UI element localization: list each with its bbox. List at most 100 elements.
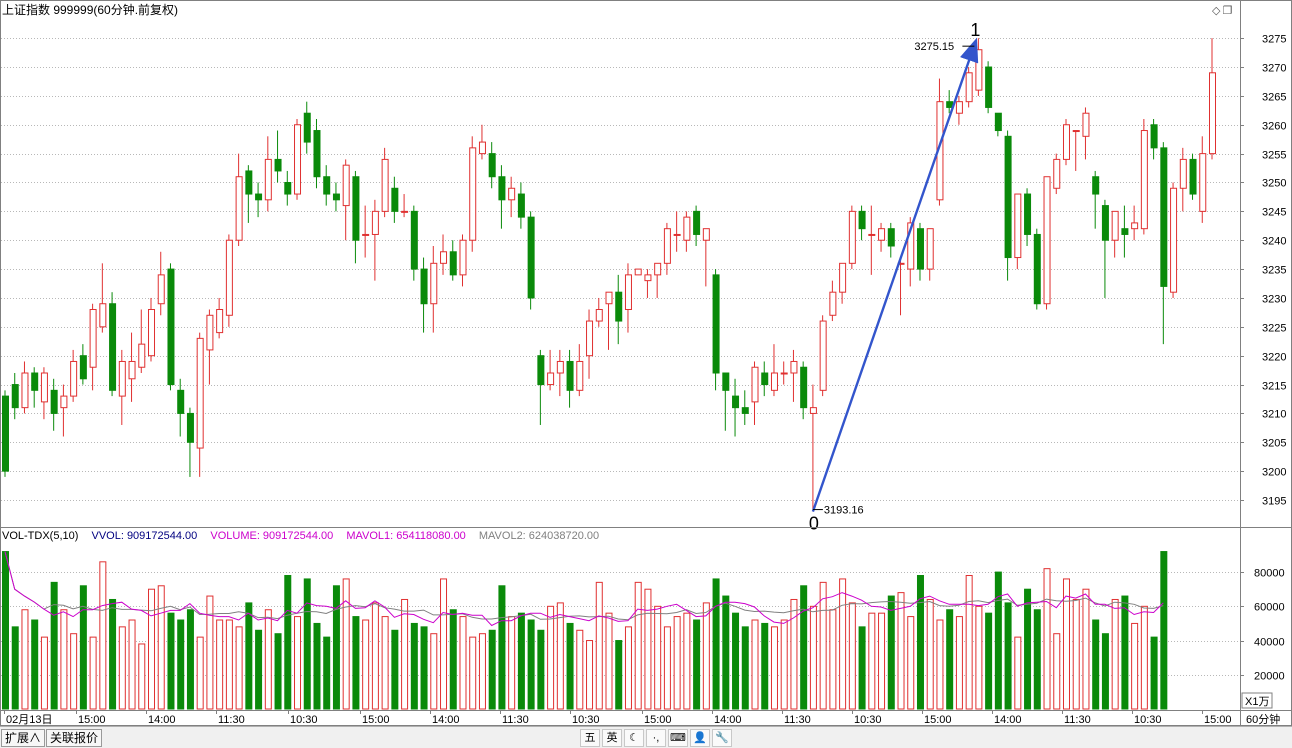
candle-body-down — [186, 412, 194, 443]
candle-body-up — [196, 337, 204, 449]
volume-bar-up — [586, 640, 594, 710]
candle-body-up — [70, 360, 78, 397]
candle — [274, 130, 282, 183]
volume-bar-down — [50, 581, 58, 710]
candle — [985, 61, 993, 114]
volume-bar-up — [790, 598, 798, 710]
candle-body-up — [644, 274, 652, 282]
candle — [216, 297, 224, 339]
volume-bar-up — [362, 619, 370, 710]
time-tick-label: 10:30 — [290, 714, 318, 726]
volume-bars[interactable] — [2, 551, 1168, 710]
candle — [829, 280, 837, 322]
candle-body-down — [1121, 228, 1129, 235]
candle — [381, 147, 389, 218]
volume-bar-down — [410, 622, 418, 710]
volume-bar-up — [60, 609, 68, 710]
price-tick-label: 3235 — [1262, 265, 1286, 277]
candle-body-up — [624, 274, 632, 311]
volume-bar-up — [1111, 598, 1119, 710]
volume-bar-up — [138, 643, 146, 710]
candle — [1062, 118, 1070, 166]
candle-body-up — [907, 222, 915, 270]
candle-body-down — [50, 389, 58, 414]
candle — [128, 332, 136, 402]
volume-bar-up — [118, 626, 126, 710]
ime-moon-icon[interactable]: ☾ — [624, 729, 644, 747]
candle — [780, 361, 788, 385]
price-tick-label: 3195 — [1262, 496, 1286, 508]
candle-body-up — [702, 228, 710, 241]
candle-body-down — [1189, 158, 1197, 195]
volume-bar-down — [323, 636, 331, 710]
volume-bar-up — [1053, 633, 1061, 710]
candle-body-down — [313, 130, 321, 178]
candle — [186, 407, 194, 477]
ime-user-icon[interactable]: 👤 — [690, 729, 710, 747]
candle-body-up — [1131, 222, 1139, 230]
volume-bar-up — [965, 575, 973, 710]
candle — [809, 384, 817, 512]
candle-body-down — [1160, 147, 1168, 287]
ime-wrench-icon[interactable]: 🔧 — [712, 729, 732, 747]
volume-bar-up — [634, 581, 642, 710]
candle — [868, 205, 876, 275]
volume-bar-down — [109, 598, 117, 710]
ime-english-icon[interactable]: 英 — [602, 729, 622, 747]
candle-body-up — [128, 360, 136, 380]
volume-tick-label: 80000 — [1254, 568, 1285, 580]
candle-body-up — [751, 366, 759, 403]
diamond-icon[interactable]: ◇ — [1212, 5, 1223, 17]
candle — [167, 263, 175, 391]
vvol-value: VVOL: 909172544.00 — [91, 530, 198, 542]
ime-wubi-icon[interactable]: 五 — [580, 729, 600, 747]
candle — [547, 349, 555, 391]
restore-window-icon[interactable]: ❐ — [1222, 5, 1235, 17]
ime-keyboard-icon[interactable]: ⌨ — [668, 729, 688, 747]
volume-bar-down — [517, 612, 525, 710]
candle-body-up — [294, 124, 302, 195]
candle-body-up — [508, 187, 516, 201]
candle — [732, 378, 740, 437]
ime-punctuation-icon[interactable]: ·, — [646, 729, 666, 747]
volume-bar-up — [89, 636, 97, 710]
related-quotes-tab[interactable]: 关联报价 — [46, 729, 103, 747]
volume-bar-down — [1101, 633, 1109, 710]
volume-bar-up — [157, 585, 165, 710]
candle — [245, 165, 253, 223]
time-tick-label: 15:00 — [1204, 714, 1232, 726]
candle — [722, 372, 730, 431]
candle — [371, 199, 379, 281]
volume-bar-down — [916, 575, 924, 710]
volume-bar-down — [1004, 602, 1012, 710]
volume-bar-down — [1150, 636, 1158, 710]
volume-bar-up — [1043, 568, 1051, 710]
time-tick-label: 11:30 — [1064, 714, 1091, 726]
expand-tab[interactable]: 扩展∧ — [1, 729, 46, 747]
vol-indicator-name[interactable]: VOL-TDX(5,10) — [2, 530, 79, 542]
candle — [878, 222, 886, 252]
candle-body-up — [60, 395, 68, 409]
candle-body-down — [274, 158, 282, 172]
candle-body-down — [517, 193, 525, 218]
time-tick-label: 10:30 — [854, 714, 882, 726]
volume-bar-down — [79, 585, 87, 710]
candle-body-up — [547, 372, 555, 386]
candle — [975, 38, 983, 96]
candle — [303, 101, 311, 154]
candle — [284, 170, 292, 206]
volume-bar-down — [1033, 609, 1041, 710]
candle — [225, 234, 233, 327]
candlestick-series[interactable] — [2, 38, 1216, 512]
candle-body-up — [206, 314, 214, 351]
corner-icons[interactable]: ◇❐ — [1212, 4, 1234, 17]
candle-body-up — [118, 360, 126, 397]
candle-body-down — [1092, 176, 1100, 195]
candle — [595, 297, 603, 327]
volume-bar-up — [342, 578, 350, 710]
price-grid — [1, 38, 1240, 501]
candle-body-up — [459, 239, 467, 276]
candle — [663, 222, 671, 275]
candle-body-up — [89, 309, 97, 368]
